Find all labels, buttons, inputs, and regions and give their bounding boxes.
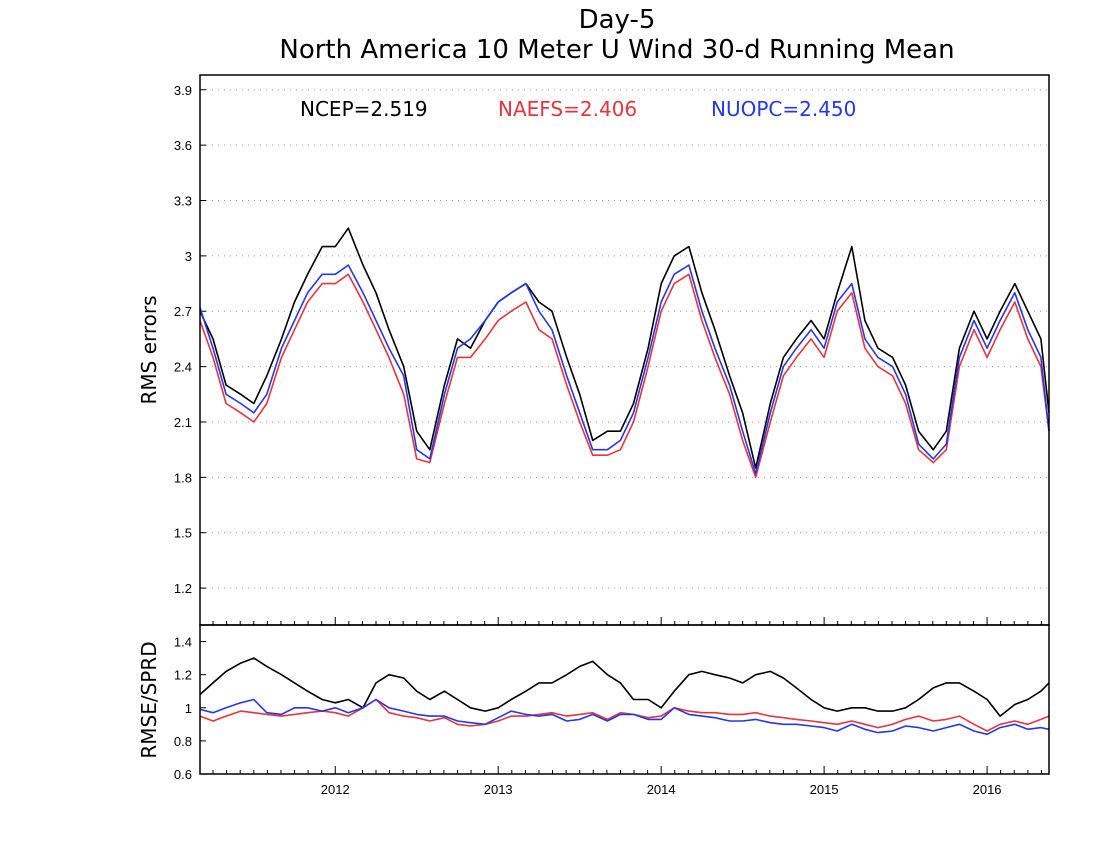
legend-nuopc: NUOPC=2.450 <box>711 97 856 121</box>
x-tick-label: 2014 <box>647 782 676 797</box>
x-tick-label: 2013 <box>484 782 513 797</box>
rms-y-tick-label: 1.2 <box>174 581 192 596</box>
x-tick-label: 2015 <box>810 782 839 797</box>
ratio-y-axis-label: RMSE/SPRD <box>137 641 161 758</box>
rms-series-nuopc <box>199 264 1050 475</box>
rms-y-tick-label: 1.5 <box>174 526 192 541</box>
ratio-y-tick-label: 1.2 <box>174 668 192 683</box>
rms-y-tick-label: 2.1 <box>174 415 192 430</box>
legend-naefs: NAEFS=2.406 <box>498 97 637 121</box>
rms-errors-panel: 1.2 1.5 1.8 2.1 2.4 2.7 3 3.3 3.6 3.9 NCEP=2.519 … <box>137 74 1050 626</box>
chart-title: Day-5 <box>579 5 656 35</box>
rms-y-tick-label: 3.6 <box>174 138 192 153</box>
ratio-y-tick-label: 1.4 <box>174 635 192 650</box>
rms-y-tick-label: 2.7 <box>174 304 192 319</box>
rms-y-tick-label: 3.3 <box>174 194 192 209</box>
x-tick-label: 2016 <box>973 782 1002 797</box>
rms-series <box>199 227 1050 479</box>
rms-grid <box>200 89 1049 589</box>
rms-y-axis: 1.2 1.5 1.8 2.1 2.4 2.7 3 3.3 3.6 3.9 <box>174 83 206 596</box>
rms-y-tick-label: 3 <box>185 249 192 264</box>
x-axis: 2012 2013 2014 2015 2016 <box>212 617 1042 797</box>
ratio-series-nuopc <box>199 698 1050 736</box>
rms-series-ncep <box>199 227 1050 469</box>
ratio-series-ncep <box>199 657 1050 717</box>
rms-series-naefs <box>199 273 1050 479</box>
rms-y-axis-label: RMS errors <box>137 295 161 404</box>
ratio-y-axis: 0.6 0.8 1 1.2 1.4 <box>174 635 206 782</box>
ratio-series-naefs <box>199 698 1050 732</box>
ratio-plot-frame <box>199 624 1050 775</box>
ratio-series <box>199 657 1050 736</box>
x-tick-label: 2012 <box>321 782 350 797</box>
ratio-y-tick-label: 0.8 <box>174 734 192 749</box>
ratio-y-tick-label: 1 <box>185 701 192 716</box>
ratio-panel: 0.6 0.8 1 1.2 1.4 2012 2013 2014 2015 2016 RMSE/… <box>137 617 1050 797</box>
rms-y-tick-label: 2.4 <box>174 360 192 375</box>
legend-ncep: NCEP=2.519 <box>300 97 428 121</box>
ratio-y-tick-label: 0.6 <box>174 767 192 782</box>
rms-y-tick-label: 3.9 <box>174 83 192 98</box>
rms-y-tick-label: 1.8 <box>174 470 192 485</box>
rms-plot-frame <box>199 74 1050 626</box>
legend: NCEP=2.519 NAEFS=2.406 NUOPC=2.450 <box>300 97 856 121</box>
chart-subtitle: North America 10 Meter U Wind 30-d Runni… <box>279 35 954 65</box>
